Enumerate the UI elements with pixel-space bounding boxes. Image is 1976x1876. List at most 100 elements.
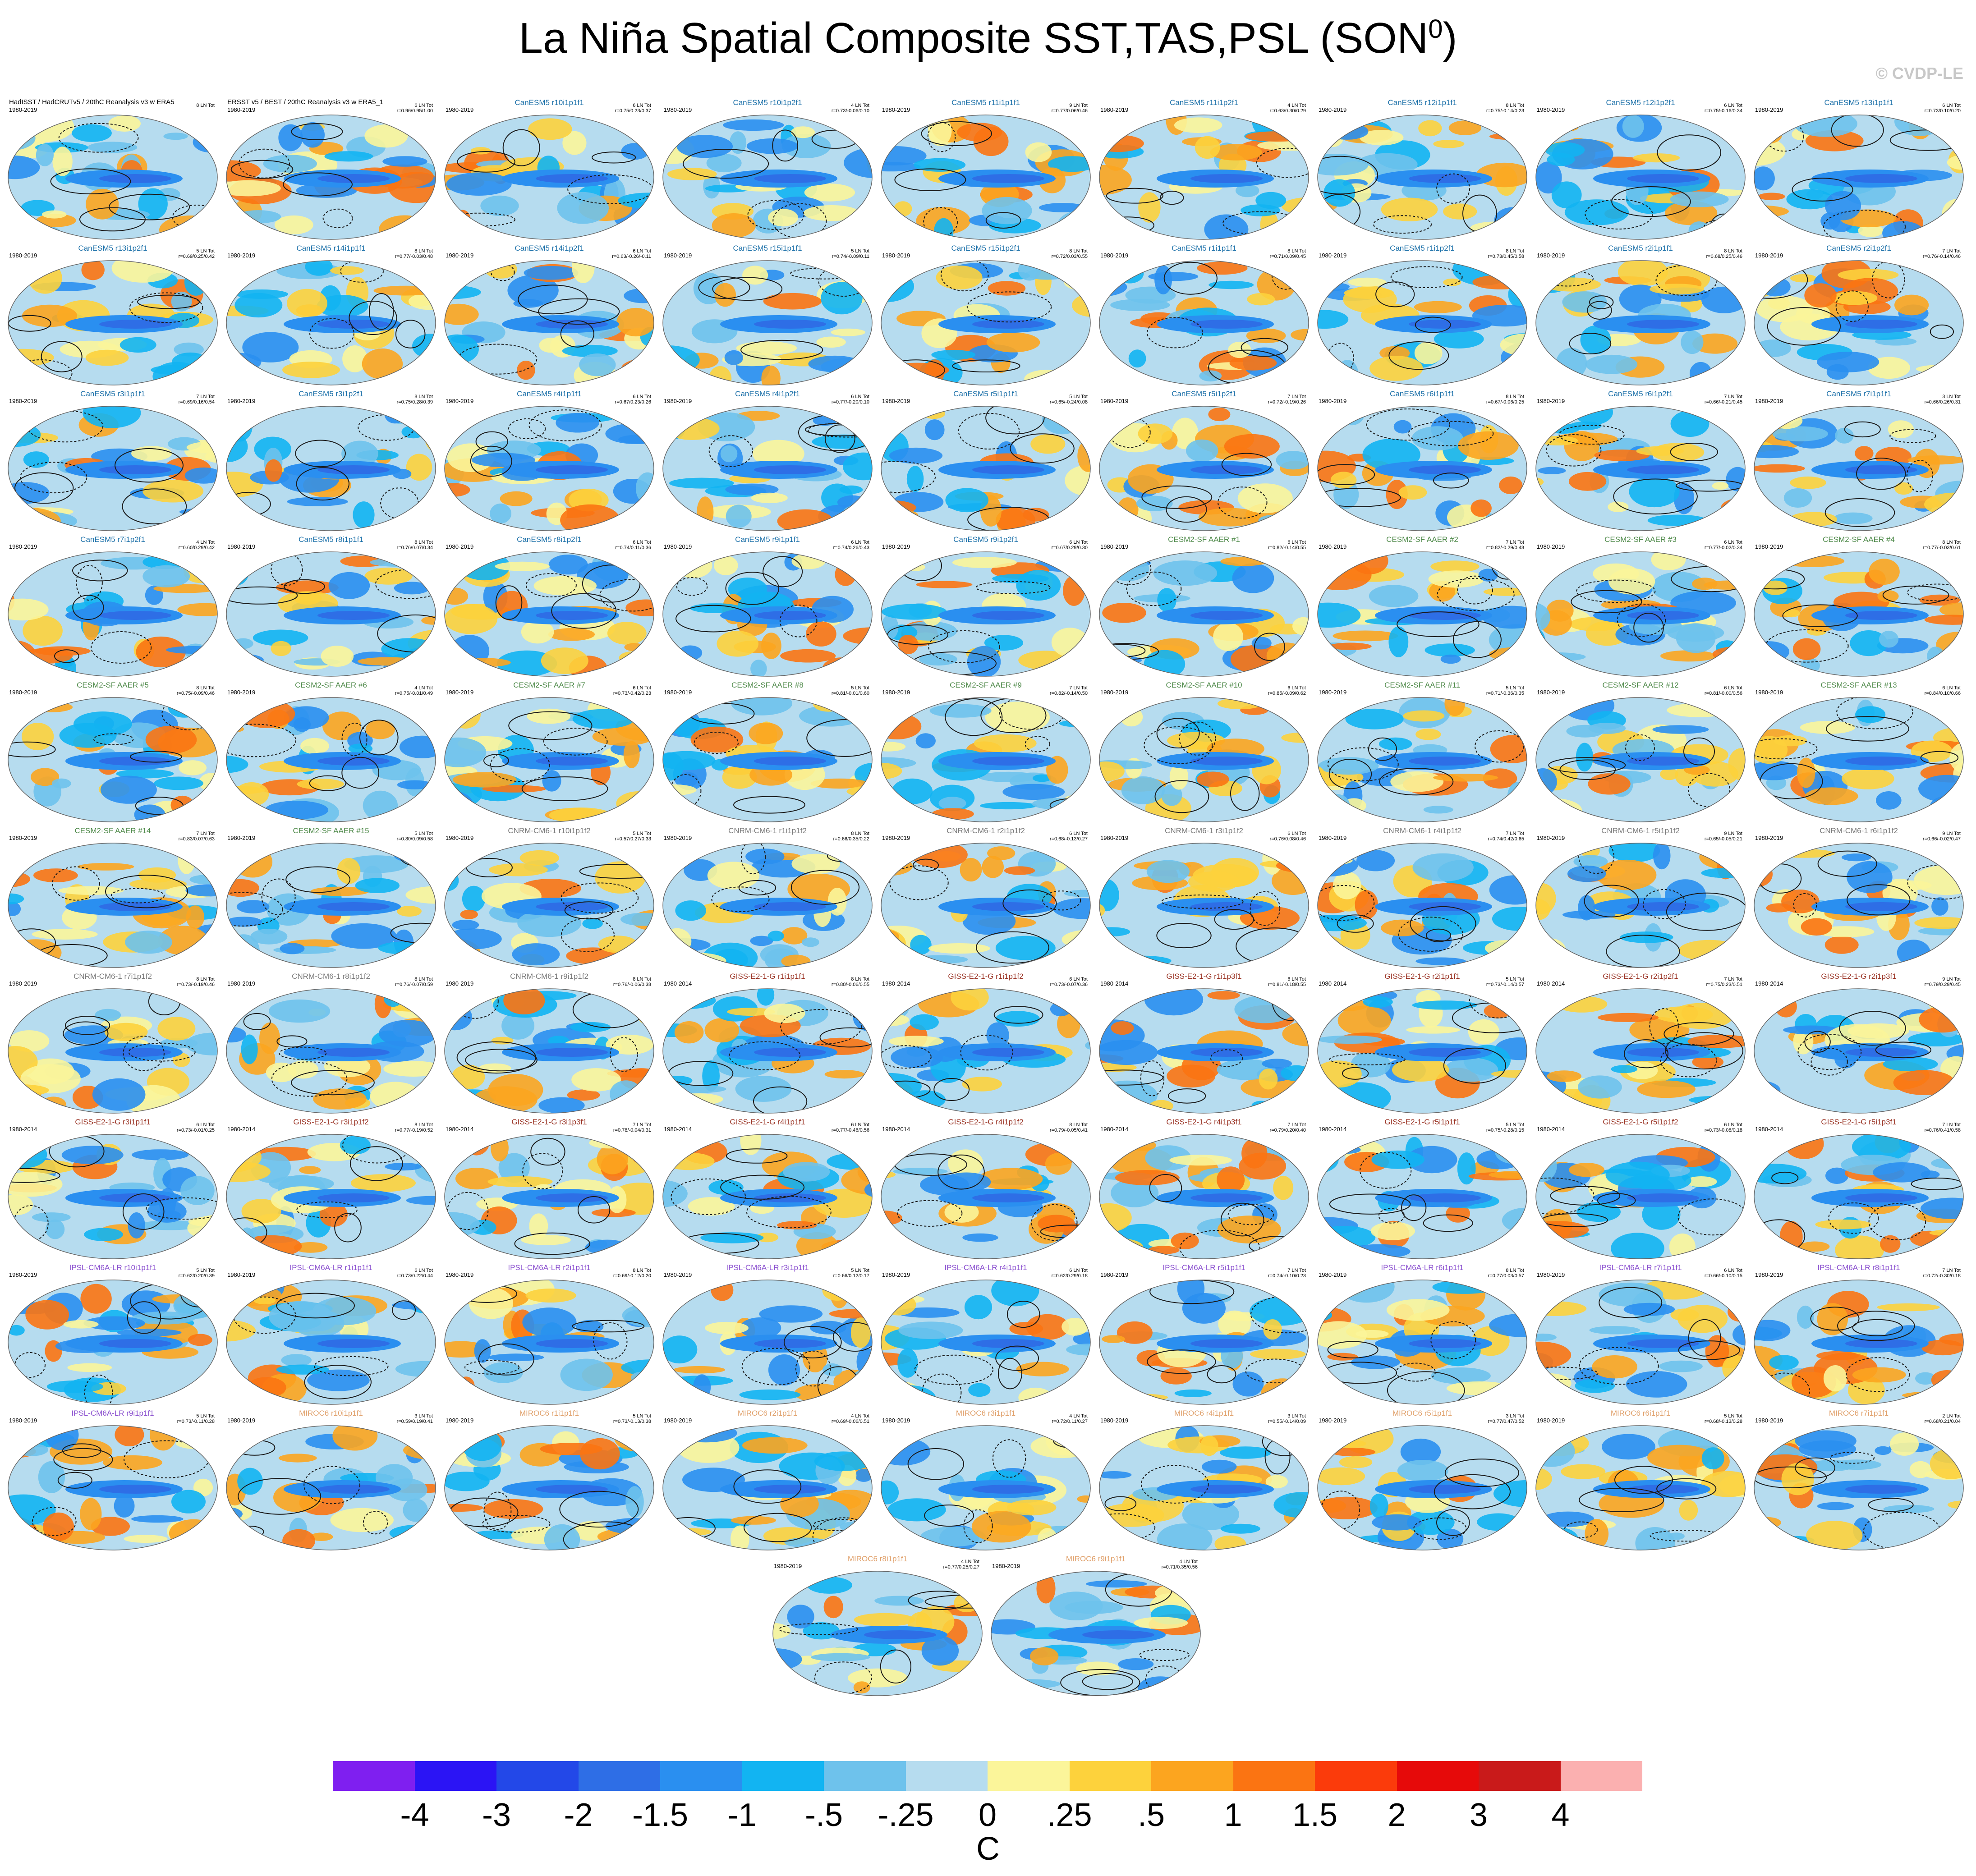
- panel-pattern-correlation: r=0.59/0.19/0.41: [396, 1419, 433, 1424]
- warm-anomaly: [667, 168, 717, 180]
- panel-event-count: 6 LN Tot: [633, 248, 651, 254]
- warm-anomaly: [1333, 630, 1398, 642]
- panel-period: 1980-2014: [1537, 980, 1565, 987]
- anomaly-field: [1318, 843, 1527, 968]
- warm-anomaly: [888, 509, 919, 522]
- cool-anomaly: [114, 1494, 135, 1518]
- warm-anomaly: [1414, 301, 1462, 313]
- panel-title: CNRM-CM6-1 r6i1p1f2: [1820, 826, 1898, 835]
- cool-anomaly: [669, 477, 734, 489]
- cold-tongue-core: [1845, 320, 1917, 329]
- panel-title: CNRM-CM6-1 r7i1p1f2: [74, 972, 152, 981]
- warm-anomaly: [445, 303, 479, 325]
- panel-title: IPSL-CM6A-LR r3i1p1f1: [726, 1263, 809, 1272]
- map-border: [881, 260, 1091, 385]
- warm-anomaly: [406, 454, 432, 481]
- panel-header: IPSL-CM6A-LR r5i1p1f1 1980-2019 7 LN Tot r=…: [1096, 1263, 1312, 1279]
- cool-anomaly: [1270, 843, 1309, 863]
- composite-map: [881, 988, 1091, 1114]
- warm-anomaly: [28, 262, 62, 294]
- psl-contour: [1548, 757, 1626, 774]
- psl-contour: [741, 843, 766, 875]
- map-panel: CanESM5 r1i1p1f1 1980-2019 8 LN Tot r=0.71/…: [1096, 244, 1312, 388]
- cool-anomaly: [1323, 179, 1356, 207]
- cool-anomaly: [1042, 406, 1083, 435]
- panel-header: MIROC6 r5i1p1f1 1980-2019 3 LN Tot r=0.77/0…: [1314, 1409, 1530, 1424]
- cool-anomaly: [287, 497, 348, 506]
- anomaly-field: [1536, 843, 1745, 968]
- psl-contour: [276, 1293, 355, 1319]
- composite-map: [1535, 1425, 1746, 1550]
- cool-anomaly: [1478, 569, 1498, 582]
- cool-anomaly: [226, 1027, 246, 1043]
- warm-anomaly: [266, 1062, 297, 1082]
- cool-anomaly: [1562, 291, 1607, 313]
- psl-contour: [129, 292, 203, 323]
- warm-anomaly: [667, 953, 726, 968]
- cool-anomaly: [1209, 280, 1254, 289]
- psl-contour: [1139, 1649, 1190, 1661]
- cool-anomaly: [1099, 954, 1121, 964]
- psl-contour: [976, 931, 1049, 964]
- psl-contour: [1408, 421, 1494, 446]
- warm-anomaly: [81, 261, 105, 280]
- map-border: [1535, 260, 1746, 385]
- panel-pattern-correlation: r=0.78/-0.04/0.31: [613, 1128, 651, 1133]
- cool-anomaly: [1232, 1371, 1264, 1397]
- psl-contour: [238, 1478, 322, 1515]
- cool-anomaly: [1740, 407, 1745, 420]
- psl-contour: [1457, 575, 1493, 605]
- cool-anomaly: [501, 1012, 535, 1040]
- panel-period: 1980-2019: [9, 398, 37, 404]
- panel-event-count: 6 LN Tot: [1724, 1268, 1742, 1273]
- psl-contour: [1817, 850, 1877, 877]
- cool-anomaly: [992, 574, 1049, 583]
- warm-anomaly: [903, 563, 925, 571]
- cool-anomaly: [1755, 339, 1791, 357]
- panel-title: IPSL-CM6A-LR r4i1p1f1: [944, 1263, 1027, 1272]
- psl-contour: [1907, 864, 1963, 900]
- panel-period: 1980-2019: [664, 543, 692, 550]
- anomaly-field: [1754, 1280, 1963, 1404]
- map-panel: CNRM-CM6-1 r1i1p1f2 1980-2019 8 LN Tot r=0.…: [659, 826, 876, 971]
- cold-tongue-core: [1409, 320, 1481, 329]
- map-border: [1317, 260, 1527, 385]
- cool-anomaly: [1411, 426, 1463, 451]
- cool-anomaly: [403, 1498, 428, 1522]
- warm-anomaly: [170, 795, 194, 815]
- cool-anomaly: [544, 1524, 580, 1550]
- panel-period: 1980-2019: [1755, 252, 1783, 259]
- panel-event-count: 8 LN Tot: [1942, 540, 1961, 545]
- psl-contour: [763, 556, 803, 587]
- psl-contour: [76, 565, 103, 601]
- warm-anomaly: [1433, 774, 1498, 782]
- warm-anomaly: [1692, 578, 1718, 590]
- warm-anomaly: [1160, 1367, 1192, 1385]
- panel-period: 1980-2019: [9, 1417, 37, 1424]
- cool-anomaly: [837, 495, 868, 509]
- panel-event-count: 6 LN Tot: [1069, 831, 1088, 836]
- cool-anomaly: [1879, 630, 1899, 648]
- warm-anomaly: [1229, 355, 1277, 371]
- warm-anomaly: [1030, 1647, 1059, 1665]
- psl-contour: [1836, 697, 1913, 729]
- psl-contour: [1872, 261, 1905, 298]
- cool-anomaly: [1432, 1280, 1497, 1294]
- cool-anomaly: [929, 704, 992, 718]
- anomaly-field: [1536, 261, 1745, 385]
- panel-event-count: 5 LN Tot: [196, 248, 215, 254]
- panel-header: GISS-E2-1-G r4i1p3f1 1980-2014 7 LN Tot r=0…: [1096, 1118, 1312, 1133]
- warm-anomaly: [271, 641, 291, 656]
- warm-anomaly: [1348, 277, 1387, 287]
- panel-period: 1980-2019: [664, 1271, 692, 1278]
- cool-anomaly: [1883, 1057, 1938, 1072]
- anomaly-field: [881, 1280, 1090, 1404]
- cool-anomaly: [1536, 161, 1562, 194]
- cool-anomaly: [759, 1305, 823, 1323]
- panel-event-count: 8 LN Tot: [1287, 248, 1306, 254]
- warm-anomaly: [1198, 508, 1261, 527]
- cool-anomaly: [488, 1353, 544, 1362]
- anomaly-field: [773, 1571, 982, 1696]
- panel-pattern-correlation: r=0.76/0.41/0.58: [1924, 1128, 1961, 1133]
- cool-anomaly: [1567, 865, 1606, 882]
